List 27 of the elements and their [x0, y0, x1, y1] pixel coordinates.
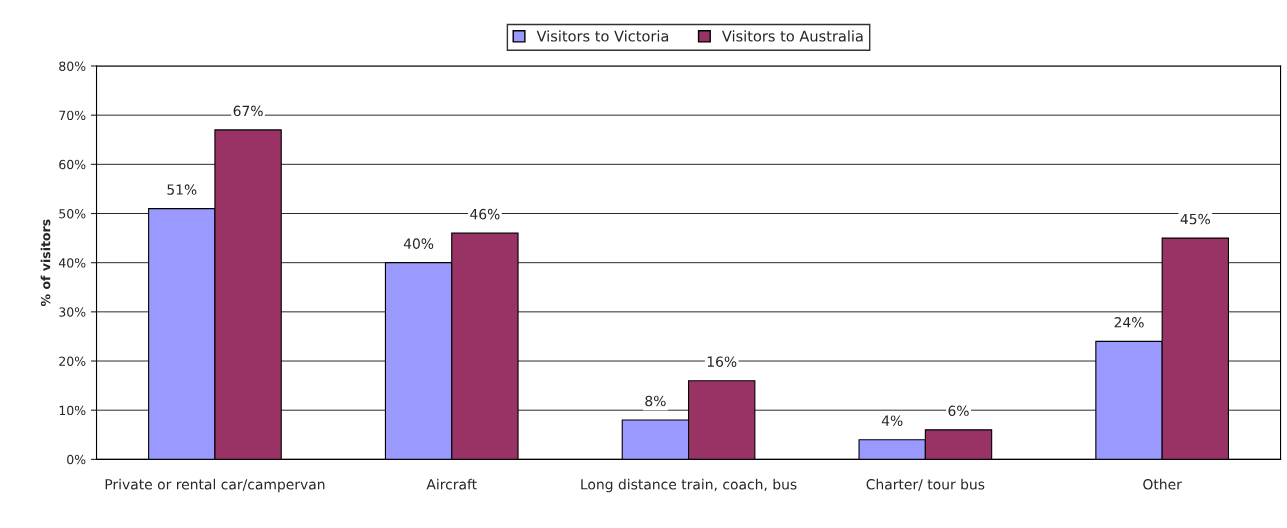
y-axis-title: % of visitors	[40, 219, 51, 307]
x-tick-label: Other	[1143, 478, 1182, 490]
data-label: 4%	[881, 415, 903, 426]
legend-label: Visitors to Victoria	[536, 30, 669, 42]
legend-label: Visitors to Australia	[721, 30, 863, 42]
y-tick-label: 80%	[59, 61, 86, 71]
y-tick-label: 20%	[59, 356, 86, 366]
data-label: 67%	[233, 105, 263, 117]
x-tick-label: Charter/ tour bus	[866, 478, 985, 491]
data-label: 24%	[1114, 317, 1144, 328]
data-label: 8%	[645, 395, 666, 407]
x-tick-label: Aircraft	[426, 478, 477, 490]
y-tick-label: 30%	[59, 307, 86, 317]
y-tick-label: 10%	[59, 405, 86, 416]
data-label: 45%	[1180, 213, 1210, 225]
y-tick-label: 50%	[59, 208, 86, 219]
data-label: 40%	[403, 238, 434, 249]
y-tick-label: 70%	[59, 110, 86, 121]
data-label: 6%	[948, 405, 969, 417]
y-tick-label: 60%	[59, 159, 86, 170]
x-tick-label: Long distance train, coach, bus	[581, 478, 797, 493]
y-tick-label: 0%	[67, 454, 86, 465]
data-label: 51%	[167, 184, 197, 195]
data-label: 16%	[707, 356, 737, 367]
data-label: 46%	[470, 208, 500, 220]
x-tick-label: Private or rental car/campervan	[105, 478, 325, 493]
y-tick-label: 40%	[58, 258, 86, 268]
